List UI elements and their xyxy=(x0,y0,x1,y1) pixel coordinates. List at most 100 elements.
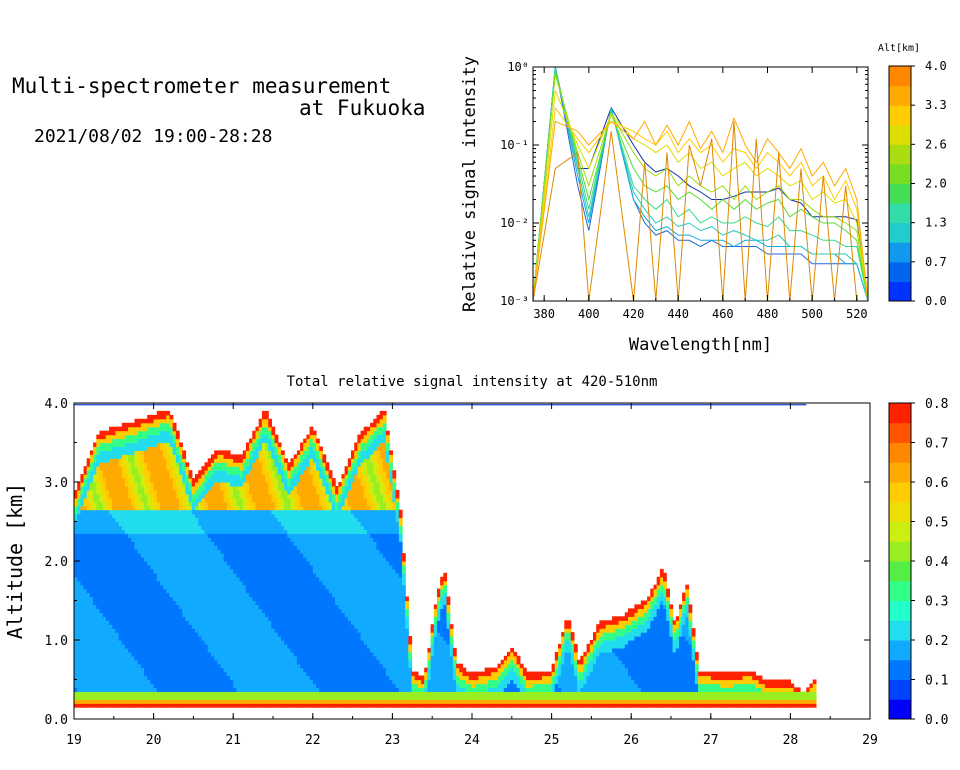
spectrum-x-tick-label: 440 xyxy=(667,307,689,321)
heatmap-cell xyxy=(268,561,272,566)
heatmap-cell xyxy=(204,663,209,669)
heatmap-cell xyxy=(239,620,244,625)
heatmap-cell xyxy=(166,434,171,440)
heatmap-cell xyxy=(74,612,78,617)
heatmap-cell xyxy=(131,422,136,428)
heatmap-cell xyxy=(80,576,85,582)
heatmap-cell xyxy=(147,434,151,440)
heatmap-cell xyxy=(284,466,288,471)
heatmap-cell xyxy=(121,663,126,669)
heatmap-cell xyxy=(195,509,199,515)
heatmap-cell xyxy=(169,699,174,704)
heatmap-cell xyxy=(89,584,94,590)
heatmap-cell xyxy=(153,683,158,688)
heatmap-cell xyxy=(83,600,88,605)
heatmap-cell xyxy=(99,482,104,487)
heatmap-cell xyxy=(175,624,180,629)
heatmap-cell xyxy=(96,683,101,688)
heatmap-cell xyxy=(131,695,136,700)
heatmap-cell xyxy=(207,557,212,562)
heatmap-cell xyxy=(210,671,215,677)
heatmap-cell xyxy=(112,679,116,685)
heatmap-cell xyxy=(86,576,91,582)
heatmap-cell xyxy=(249,659,253,665)
heatmap-cell xyxy=(93,462,97,467)
heatmap-cell xyxy=(160,636,164,641)
heatmap-cell xyxy=(169,568,174,574)
heatmap-cell xyxy=(265,517,269,523)
heatmap-cell xyxy=(89,675,94,681)
heatmap-cell xyxy=(287,545,292,550)
heatmap-cell xyxy=(179,612,183,617)
heatmap-cell xyxy=(131,703,136,708)
heatmap-cell xyxy=(252,466,257,471)
heatmap-cell xyxy=(150,604,155,609)
heatmap-cell xyxy=(179,458,183,463)
heatmap-cell xyxy=(258,541,263,546)
heatmap-cell xyxy=(277,640,282,645)
heatmap-cell xyxy=(121,422,126,428)
heatmap-cell xyxy=(210,454,215,459)
heatmap-cell xyxy=(175,655,180,661)
heatmap-cell xyxy=(293,659,298,665)
heatmap-cell xyxy=(128,541,132,546)
heatmap-cell xyxy=(252,454,257,459)
heatmap-cell xyxy=(284,564,288,570)
heatmap-cell xyxy=(109,509,113,515)
heatmap-cell xyxy=(150,541,155,546)
heatmap-cell xyxy=(242,600,247,605)
heatmap-cell xyxy=(99,442,104,447)
heatmap-cell xyxy=(198,549,202,554)
heatmap-cell xyxy=(284,612,288,617)
heatmap-cell xyxy=(198,651,202,657)
heatmap-cell xyxy=(86,588,91,594)
heatmap-cell xyxy=(293,695,298,700)
heatmap-cell xyxy=(261,576,266,582)
heatmap-cell xyxy=(204,695,209,700)
heatmap-cell xyxy=(293,572,298,578)
heatmap-cell xyxy=(258,671,263,677)
heatmap-cell xyxy=(89,564,94,570)
heatmap-cell xyxy=(156,596,161,602)
heatmap-cell xyxy=(179,557,183,562)
spectrum-colorbar-tick-label: 0.7 xyxy=(925,255,947,269)
heatmap-cell xyxy=(182,450,187,455)
heatmap-cell xyxy=(172,600,177,605)
heatmap-cell xyxy=(99,553,104,558)
heatmap-cell xyxy=(207,624,212,629)
heatmap-cell xyxy=(134,497,139,503)
heatmap-cell xyxy=(214,640,218,645)
heatmap-cell xyxy=(83,517,88,523)
heatmap-cell xyxy=(239,493,244,499)
heatmap-cell xyxy=(96,434,101,440)
heatmap-cell xyxy=(179,478,183,483)
heatmap-cell xyxy=(124,458,129,463)
heatmap-cell xyxy=(93,659,97,665)
heatmap-cell xyxy=(118,663,123,669)
heatmap-cell xyxy=(191,667,196,673)
heatmap-cell xyxy=(99,604,104,609)
heatmap-cell xyxy=(233,612,237,617)
heatmap-cell xyxy=(118,604,123,609)
heatmap-cell xyxy=(137,683,142,688)
heatmap-cell xyxy=(89,703,94,708)
heatmap-cell xyxy=(175,592,180,598)
heatmap-cell xyxy=(166,640,171,645)
heatmap-cell xyxy=(255,478,260,483)
heatmap-cell xyxy=(77,691,81,696)
heatmap-cell xyxy=(144,489,148,495)
heatmap-cell xyxy=(153,486,158,491)
heatmap-cell xyxy=(121,608,126,613)
heatmap-cell xyxy=(261,505,266,511)
heatmap-cell xyxy=(214,683,218,688)
heatmap-cell xyxy=(265,486,269,491)
heatmap-cell xyxy=(239,580,244,586)
heatmap-cell xyxy=(179,549,183,554)
heatmap-cell xyxy=(290,699,295,704)
heatmap-cell xyxy=(99,458,104,463)
heatmap-cell xyxy=(131,671,136,677)
heatmap-cell xyxy=(226,545,231,550)
heatmap-cell xyxy=(223,541,228,546)
heatmap-cell xyxy=(77,584,81,590)
heatmap-cell xyxy=(182,675,187,681)
